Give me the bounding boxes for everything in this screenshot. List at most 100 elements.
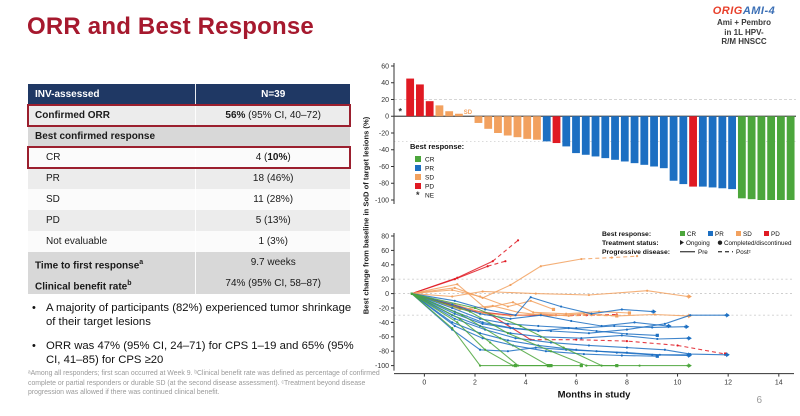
waterfall-bar	[708, 116, 717, 188]
waterfall-bar	[718, 116, 727, 189]
row-label: Not evaluable	[46, 236, 108, 247]
table-row: Clinical benefit rateb 74% (95% CI, 58–87…	[28, 273, 350, 294]
waterfall-bar	[689, 116, 697, 187]
svg-text:Pre: Pre	[698, 249, 708, 256]
spider-legend: Best response: CR PR SD PD Treatment status: O…	[602, 231, 792, 256]
svg-text:*: *	[416, 190, 420, 200]
svg-text:PR: PR	[425, 166, 434, 173]
row-label: PD	[46, 215, 60, 226]
table-row: Time to first responsea 9.7 weeks	[28, 252, 350, 273]
bullet-item: • A majority of participants (82%) exper…	[32, 301, 362, 330]
table-row: PD 5 (13%)	[28, 210, 350, 231]
svg-text:12: 12	[724, 380, 732, 387]
bullet-text: ORR was 47% (95% CI, 24–71) for CPS 1–19…	[46, 339, 354, 367]
waterfall-bar	[542, 116, 551, 142]
waterfall-bar	[455, 113, 463, 117]
bullet-marker: •	[32, 302, 36, 314]
trial-logo-wordmark: ORIGAMI-4	[688, 5, 800, 18]
waterfall-bar	[737, 116, 746, 199]
trial-subtitle-line: R/M HNSCC	[721, 37, 767, 47]
svg-text:2: 2	[473, 380, 477, 387]
svg-text:20: 20	[381, 97, 389, 104]
svg-text:Progressive disease:: Progressive disease:	[602, 249, 670, 256]
waterfall-bar	[698, 116, 707, 187]
svg-text:-100: -100	[375, 197, 389, 204]
waterfall-bar	[679, 116, 688, 185]
table-row: Best confirmed response	[28, 126, 350, 147]
waterfall-bar	[435, 105, 444, 117]
sd-zero-label: SD	[464, 110, 473, 116]
trial-subtitle-line: Ami + Pembro	[716, 18, 771, 28]
row-value: 9.7 weeks	[195, 252, 350, 273]
bullet-item: • ORR was 47% (95% CI, 24–71) for CPS 1–…	[32, 339, 362, 368]
waterfall-bar	[669, 116, 678, 181]
waterfall-bar	[523, 116, 532, 139]
svg-text:Treatment status:: Treatment status:	[602, 240, 659, 247]
svg-text:Postᶜ: Postᶜ	[736, 249, 752, 256]
waterfall-bar	[581, 116, 590, 155]
row-label: SD	[46, 194, 60, 205]
waterfall-bar	[757, 116, 766, 200]
table-row: CR 4 (10%)	[27, 146, 351, 169]
row-value: 1 (3%)	[195, 231, 350, 252]
trial-subtitle-line: in 1L HPV-	[724, 27, 764, 37]
svg-text:PR: PR	[715, 231, 724, 238]
table-header-label: INV-assessed	[35, 89, 100, 100]
svg-text:-60: -60	[379, 334, 389, 341]
waterfall-bar	[728, 116, 737, 190]
table-row: PR 18 (46%)	[28, 168, 350, 189]
waterfall-bar	[776, 116, 785, 200]
svg-text:-20: -20	[379, 305, 389, 312]
bullet-marker: •	[32, 339, 36, 352]
waterfall-bar	[640, 116, 649, 165]
footnote: ᵃAmong all responders; first scan occurr…	[28, 370, 380, 397]
svg-text:-20: -20	[379, 130, 389, 137]
row-value: 5 (13%)	[195, 210, 350, 231]
waterfall-bar	[425, 101, 434, 117]
svg-text:20: 20	[381, 277, 389, 284]
waterfall-bar	[494, 116, 502, 133]
svg-text:80: 80	[381, 233, 389, 240]
svg-text:NE: NE	[425, 193, 435, 200]
waterfall-bar	[562, 116, 571, 147]
row-label: Clinical benefit rateb	[35, 280, 132, 293]
row-label: CR	[46, 152, 61, 163]
table-row: Confirmed ORR 56% (95% CI, 40–72)	[27, 104, 351, 127]
waterfall-bar	[620, 116, 629, 162]
waterfall-bar	[650, 116, 658, 167]
row-value: 18 (46%)	[195, 168, 350, 189]
table-header-value: N=39	[195, 84, 350, 105]
svg-text:10: 10	[674, 380, 682, 387]
row-value: 74% (95% CI, 58–87)	[195, 273, 350, 294]
svg-text:SD: SD	[425, 175, 434, 182]
response-table: INV-assessed N=39 Confirmed ORR 56% (95% …	[27, 84, 351, 294]
svg-text:Completed/discontinued: Completed/discontinued	[724, 240, 792, 247]
ne-marker: *	[399, 106, 403, 116]
row-label: Best confirmed response	[35, 131, 156, 142]
waterfall-bar	[503, 116, 512, 136]
svg-text:SD: SD	[743, 231, 752, 238]
waterfall-bar	[406, 78, 415, 117]
page-number: 6	[756, 395, 762, 406]
waterfall-bars: * SD	[399, 78, 795, 200]
table-header-row: INV-assessed N=39	[28, 84, 350, 105]
svg-text:0: 0	[385, 114, 389, 121]
row-label: PR	[46, 173, 60, 184]
waterfall-bar	[747, 116, 756, 200]
svg-text:0: 0	[385, 291, 389, 298]
row-value: 4 (10%)	[195, 147, 350, 168]
waterfall-bar	[445, 111, 454, 117]
spider-chart: 80 60 40 20 0 -20 -40 -60 -80 -100 0 2 4 6 8 10 12 14 Mont…	[375, 231, 794, 401]
svg-text:CR: CR	[425, 157, 435, 164]
svg-text:Best response:: Best response:	[410, 142, 464, 151]
svg-text:6: 6	[574, 380, 578, 387]
bullet-text: A majority of participants (82%) experie…	[46, 302, 352, 329]
waterfall-bar	[533, 116, 541, 140]
waterfall-bar	[601, 116, 610, 159]
waterfall-bar	[786, 116, 795, 200]
svg-text:14: 14	[775, 380, 783, 387]
spider-plot: 80 60 40 20 0 -20 -40 -60 -80 -100 0 2 4 6 8 10 12 14 Mont…	[375, 233, 794, 401]
svg-text:-60: -60	[379, 164, 389, 171]
page-title: ORR and Best Response	[27, 13, 314, 40]
waterfall-bar	[513, 116, 522, 138]
